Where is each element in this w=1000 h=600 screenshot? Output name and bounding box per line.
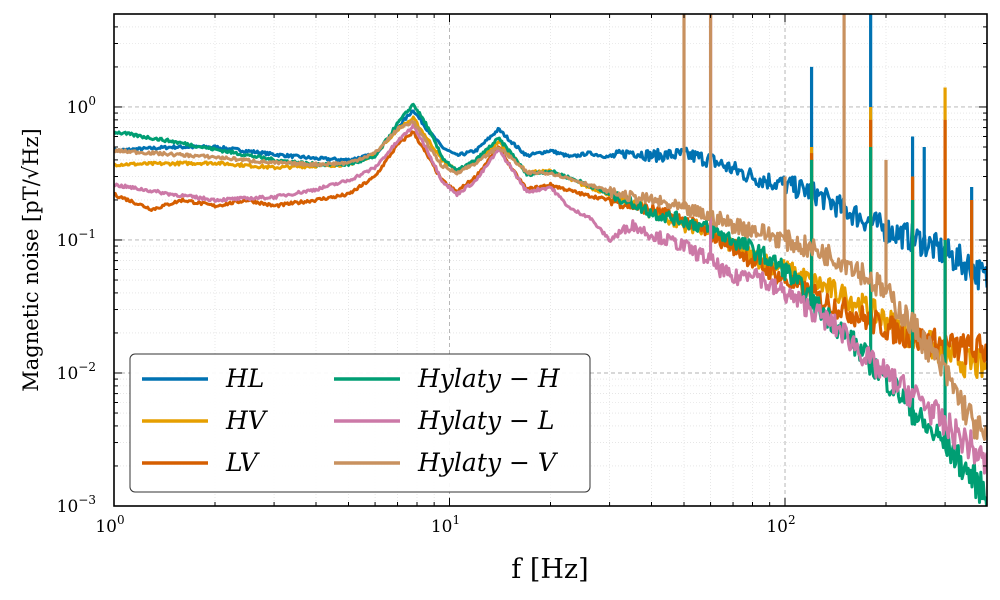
series-line xyxy=(114,122,987,475)
ticks xyxy=(113,13,988,507)
legend-box xyxy=(129,353,591,493)
series-line xyxy=(114,130,987,366)
series-line xyxy=(114,109,987,291)
legend: HL HV LV Hylaty − H Hylaty − L Hylaty − V xyxy=(129,353,591,493)
legend-entry: LV xyxy=(225,448,261,477)
series-hl xyxy=(114,14,987,291)
series-line xyxy=(114,119,987,441)
series-hylaty-v xyxy=(114,14,987,441)
legend-entry: HL xyxy=(225,364,264,393)
y-tick-label: 10−3 xyxy=(57,493,96,517)
y-tick-label: 10−2 xyxy=(57,360,96,384)
legend-entry: HV xyxy=(225,406,269,435)
series-group xyxy=(114,14,987,506)
legend-entry: Hylaty − L xyxy=(417,406,554,435)
y-tick-label: 10−1 xyxy=(57,227,96,251)
y-axis-label: Magnetic noise [pT/√Hz] xyxy=(19,128,43,391)
x-tick-label: 100 xyxy=(95,513,124,537)
legend-entry: Hylaty − V xyxy=(417,448,559,477)
legend-entry: Hylaty − H xyxy=(417,364,561,393)
x-tick-label: 101 xyxy=(431,513,460,537)
x-axis-label: f [Hz] xyxy=(511,554,588,585)
y-tick-label: 100 xyxy=(67,94,96,118)
x-tick-label: 102 xyxy=(766,513,795,537)
series-line xyxy=(114,115,987,379)
tick-labels: 100 101 102 10−3 10−2 10−1 100 xyxy=(57,94,796,537)
